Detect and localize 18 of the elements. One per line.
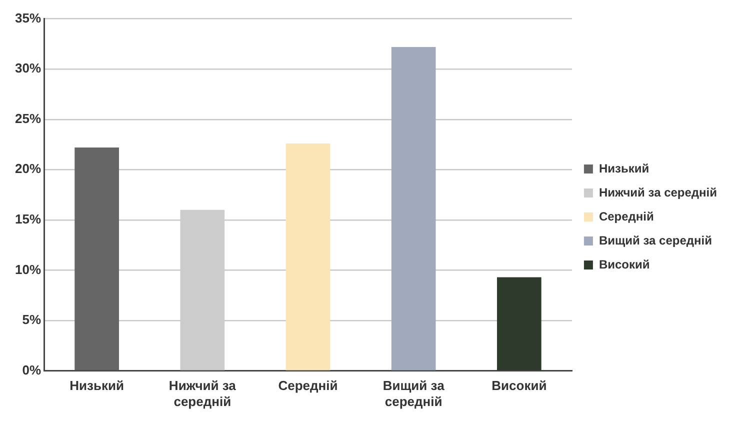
y-tick-label: 30%	[14, 60, 42, 76]
x-tick-label: Високий	[492, 378, 547, 394]
y-tick-label: 15%	[14, 212, 42, 227]
legend-label: Вищий за середній	[598, 233, 712, 248]
y-tick-label: 0%	[22, 362, 42, 378]
legend-label: Нижчий за середній	[598, 185, 718, 200]
y-tick-label: 5%	[22, 312, 42, 328]
y-tick-label: 35%	[14, 10, 42, 26]
legend-label: Високий	[598, 257, 650, 272]
x-tick-label: Середній	[278, 378, 338, 394]
x-tick-label: Вищий за середній	[382, 378, 446, 409]
x-tick-label: Низький	[70, 378, 124, 394]
legend-label: Середній	[598, 209, 654, 224]
x-tick-label: Нижчий за середній	[168, 378, 237, 409]
y-tick-label: 25%	[14, 110, 42, 126]
y-tick-label: 10%	[14, 262, 42, 277]
legend-label: Низький	[598, 161, 650, 176]
y-tick-label: 20%	[14, 161, 42, 176]
